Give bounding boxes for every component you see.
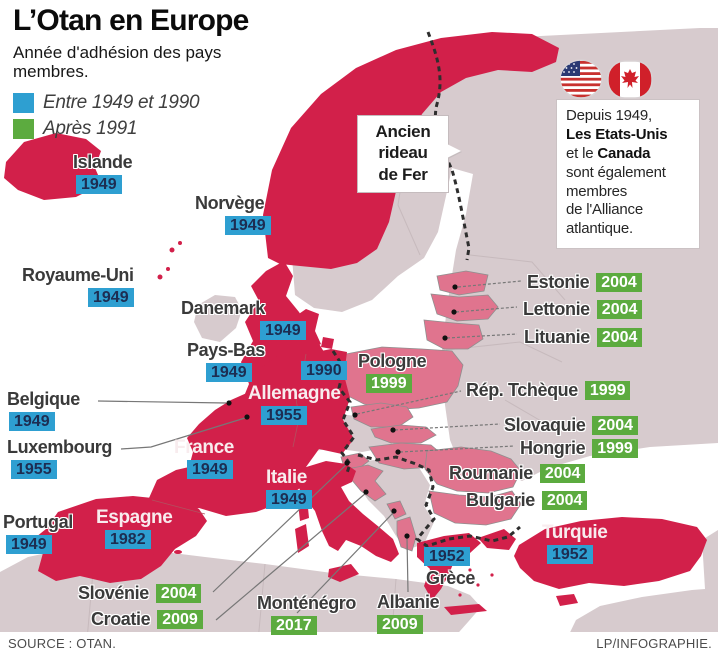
note-text: et le (566, 144, 598, 162)
label-portugal: Portugal 1949 (3, 512, 73, 554)
map-norway (263, 32, 559, 269)
label-hongrie: Hongrie 1999 (520, 438, 638, 459)
note-line: sont également (566, 163, 666, 181)
iron-curtain-callout: Ancien rideau de Fer (357, 115, 461, 193)
map-shetland-2 (166, 267, 170, 271)
label-islande: Islande 1949 (73, 152, 133, 194)
label-norvege: Norvège 1949 (195, 194, 271, 235)
map-aegean-isle-2 (476, 583, 480, 587)
map-turkey (514, 517, 707, 589)
map-bulgaria (428, 490, 522, 526)
note-line: membres (566, 182, 628, 200)
map-latvia (430, 293, 499, 322)
map-aegean-isle (468, 568, 472, 572)
label-turquie: Turquie 1952 (542, 522, 608, 564)
label-bulgarie: Bulgarie 2004 (466, 490, 588, 511)
iron-line-2: rideau (378, 143, 428, 163)
label-roumanie: Roumanie 2004 (449, 463, 586, 484)
iron-line-3: de Fer (378, 164, 428, 184)
map-shetland (157, 274, 163, 280)
map-croatia (346, 464, 387, 502)
label-slovaquie: Slovaquie 2004 (504, 415, 639, 436)
map-middle-east (560, 530, 718, 653)
label-slovenie: Slovénie 2004 (78, 583, 202, 604)
allied-flags (559, 56, 656, 107)
label-estonie: Estonie 2004 (527, 272, 642, 293)
map-sardinia (295, 524, 309, 553)
label-ex-rda-badge: 1990 (301, 361, 347, 380)
label-italie: Italie 1949 (266, 468, 312, 509)
map-aegean-isle-4 (490, 573, 494, 577)
leader-dots (226, 284, 458, 539)
map-lithuania (423, 319, 484, 350)
subtitle: Année d'adhésion des pays membres. (13, 43, 222, 82)
legend-swatch-green (13, 119, 34, 140)
label-pays-bas: Pays-Bas 1949 (187, 340, 265, 382)
usa-flag (560, 60, 602, 98)
masthead: L’Otan en Europe Année d'adhésion des pa… (13, 4, 249, 144)
legend-label: Entre 1949 et 1990 (43, 92, 200, 114)
label-pologne: Pologne 1999 (358, 351, 427, 393)
label-allemagne: Allemagne 1955 (248, 383, 341, 425)
map-slovakia (370, 424, 437, 444)
map-romania (424, 446, 522, 494)
map-czech-republic (350, 402, 414, 428)
allies-note: Depuis 1949, Les Etats-Unis et le Canada… (556, 99, 700, 250)
neutral-borders (86, 69, 566, 653)
map-sicily (328, 564, 359, 582)
label-montenegro: Monténégro 2017 (257, 593, 356, 635)
label-royaume-uni: Royaume-Uni 1949 (22, 265, 134, 307)
map-italy (296, 461, 399, 562)
map-faroe (169, 247, 175, 253)
maple-leaf-icon (621, 69, 639, 88)
iron-line-1: Ancien (375, 122, 431, 141)
legend-label: Après 1991 (43, 118, 138, 140)
label-lituanie: Lituanie 2004 (524, 327, 643, 348)
label-albanie: Albanie 2009 (377, 592, 440, 634)
map-ireland (194, 295, 242, 342)
label-rep-tcheque: Rép. Tchèque 1999 (466, 380, 631, 401)
map-crete (444, 604, 487, 615)
label-france: France 1949 (174, 437, 234, 479)
label-belgique: Belgique 1949 (7, 389, 80, 431)
label-espagne: Espagne 1982 (96, 507, 173, 549)
label-lettonie: Lettonie 2004 (523, 299, 643, 320)
map-balearics (152, 553, 168, 559)
map-faroe-2 (178, 241, 182, 245)
canada-flag (608, 61, 652, 98)
note-line-bold: Les Etats-Unis (566, 125, 668, 143)
callout-pointer (447, 144, 461, 158)
note-text-bold: Canada (597, 144, 651, 162)
label-croatie: Croatie 2009 (91, 609, 203, 630)
leader-lines-solid (97, 400, 409, 621)
map-balearics-2 (174, 550, 182, 554)
map-estonia (436, 270, 489, 296)
note-line: et le Canada (566, 145, 690, 164)
page-title: L’Otan en Europe (13, 4, 249, 37)
footer-strip (0, 632, 718, 653)
label-luxembourg: Luxembourg 1955 (7, 437, 113, 479)
map-denmark (293, 309, 321, 352)
label-danemark: Danemark 1949 (181, 299, 306, 340)
legend: Entre 1949 et 1990 Après 1991 (13, 92, 249, 140)
legend-row-blue: Entre 1949 et 1990 (13, 92, 249, 114)
leader-lines-dashed (356, 280, 522, 453)
map-east-med-isle (556, 594, 578, 606)
source-credit: SOURCE : OTAN. (8, 636, 117, 651)
note-line: atlantique. (566, 220, 634, 238)
map-denmark-isles (321, 337, 334, 349)
note-line: de l'Alliance (566, 201, 643, 219)
infographic-credit: LP/INFOGRAPHIE. (596, 636, 712, 651)
legend-swatch-blue (13, 93, 34, 114)
flags-svg (559, 59, 653, 99)
legend-row-green: Après 1991 (13, 118, 249, 140)
label-grece: 1952 Grèce (424, 547, 476, 588)
note-line: Depuis 1949, (566, 107, 652, 124)
map-aegean-isle-3 (458, 593, 462, 597)
